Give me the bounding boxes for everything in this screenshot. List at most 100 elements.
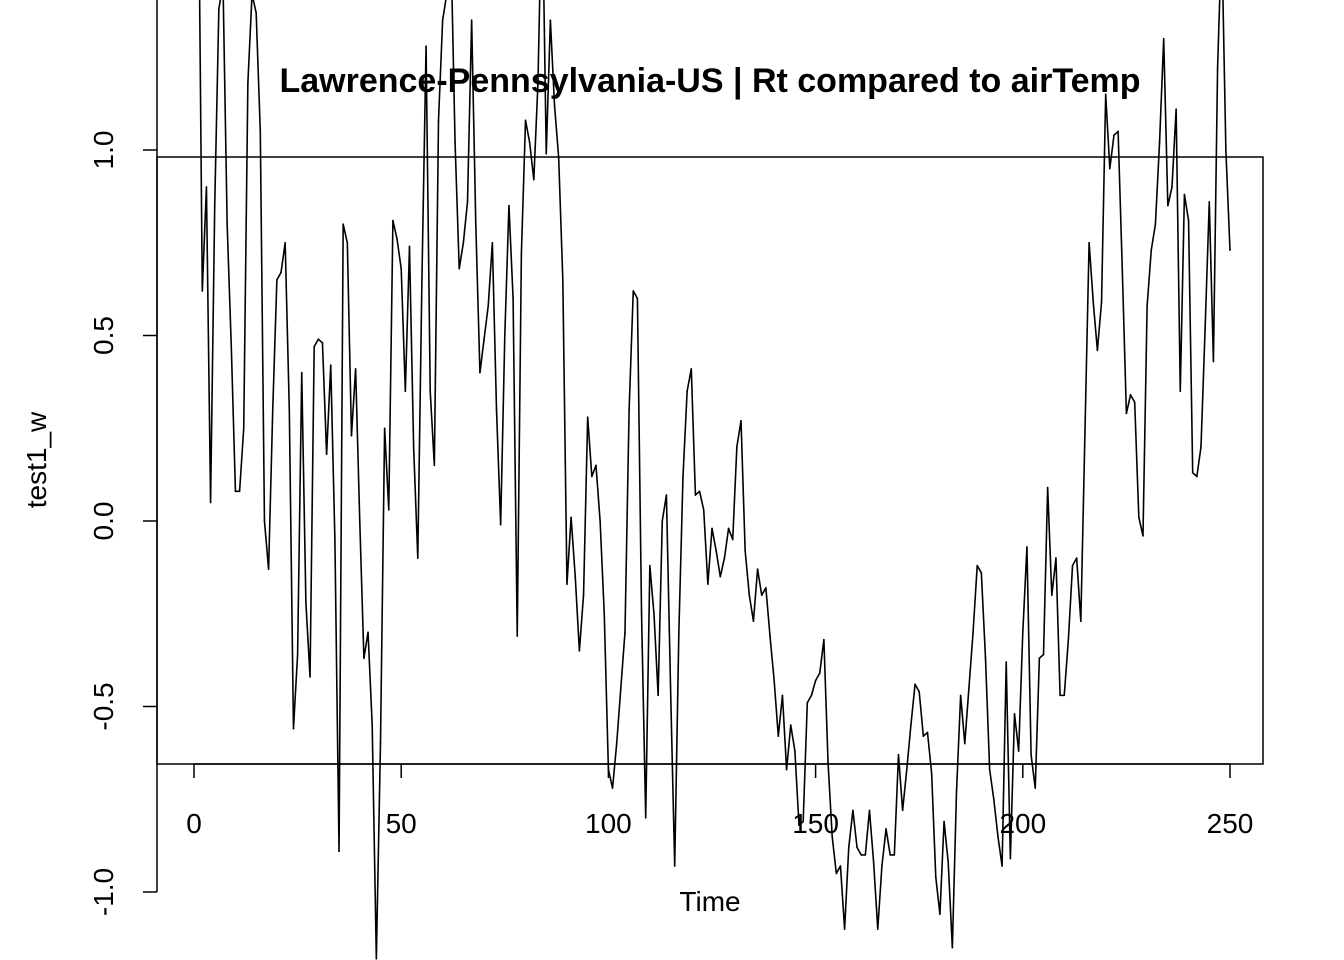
data-point [284, 241, 286, 244]
data-point [657, 694, 659, 697]
data-point [400, 267, 403, 270]
data-point [537, 82, 539, 85]
x-axis: 0 50 100 150 200 250 [186, 763, 1253, 839]
data-point [1067, 638, 1070, 641]
data-point [1046, 486, 1049, 489]
x-tick-label: 0 [186, 808, 202, 839]
data-point [918, 690, 920, 693]
data-point [897, 753, 900, 756]
data-point [218, 8, 220, 10]
data-point [1001, 865, 1003, 867]
data-point [483, 338, 485, 341]
data-point [939, 913, 941, 916]
data-point [441, 19, 444, 21]
data-point [280, 271, 282, 274]
data-point [354, 368, 357, 370]
data-point [562, 279, 564, 281]
data-point [760, 594, 763, 596]
data-point [943, 820, 945, 823]
data-point [773, 679, 775, 682]
data-point [429, 390, 432, 392]
data-point [876, 928, 879, 930]
data-point [1175, 108, 1177, 110]
data-point [1171, 186, 1173, 188]
data-point [731, 538, 734, 541]
data-point [342, 223, 344, 225]
data-point [1154, 223, 1157, 225]
x-tick-label: 200 [999, 808, 1046, 839]
data-point [247, 82, 249, 85]
data-point [802, 820, 804, 823]
data-point [470, 19, 473, 21]
data-point [930, 772, 933, 775]
data-point [570, 516, 572, 519]
data-point [317, 338, 320, 341]
data-point [238, 490, 241, 493]
y-tick-label: -1.0 [88, 868, 119, 916]
data-point [752, 620, 755, 622]
data-point [1022, 631, 1024, 634]
data-point [329, 364, 332, 366]
data-point [835, 872, 838, 875]
data-point [1196, 475, 1198, 478]
data-point [1051, 594, 1053, 596]
data-point [201, 290, 204, 292]
data-point [914, 683, 916, 686]
data-point [661, 520, 664, 522]
data-point [474, 223, 477, 225]
data-point [905, 768, 908, 771]
data-point [566, 583, 568, 585]
data-point [1075, 557, 1078, 559]
data-point [632, 290, 635, 292]
series-points [201, 8, 1231, 960]
data-point [466, 201, 469, 203]
data-point [454, 141, 456, 144]
data-point [686, 390, 688, 392]
data-point [615, 742, 618, 745]
data-point [416, 557, 419, 559]
data-point [1063, 694, 1066, 697]
data-point [396, 238, 398, 240]
data-point [1071, 564, 1074, 567]
data-point [242, 427, 245, 430]
data-point [740, 420, 742, 422]
data-point [972, 631, 974, 634]
data-point [719, 575, 722, 578]
data-point [992, 798, 995, 801]
data-point [437, 119, 440, 122]
data-point [781, 694, 784, 697]
data-point [508, 204, 510, 207]
data-point [209, 501, 212, 504]
data-point [723, 557, 726, 559]
data-point [1225, 149, 1227, 151]
data-point [1142, 535, 1144, 537]
data-point [574, 575, 577, 578]
data-point [375, 957, 378, 960]
data-point [777, 735, 780, 737]
data-point [711, 527, 713, 530]
data-point [1212, 360, 1215, 363]
data-point [959, 694, 962, 697]
data-point [230, 345, 233, 348]
data-point [1109, 167, 1111, 170]
data-point [226, 223, 228, 225]
data-point [607, 768, 610, 771]
data-point [636, 297, 639, 300]
data-point [839, 865, 842, 867]
data-point [976, 564, 979, 567]
data-point [860, 854, 862, 856]
data-point [901, 809, 904, 812]
data-point [1088, 241, 1090, 244]
data-point [528, 141, 531, 144]
data-point [881, 865, 883, 867]
data-point [785, 768, 788, 771]
data-point [367, 631, 369, 634]
data-point [678, 631, 680, 634]
data-point [213, 204, 216, 207]
data-point [814, 679, 817, 682]
data-point [798, 824, 800, 827]
data-point [404, 390, 407, 392]
data-point [292, 727, 295, 730]
data-point [690, 368, 693, 370]
